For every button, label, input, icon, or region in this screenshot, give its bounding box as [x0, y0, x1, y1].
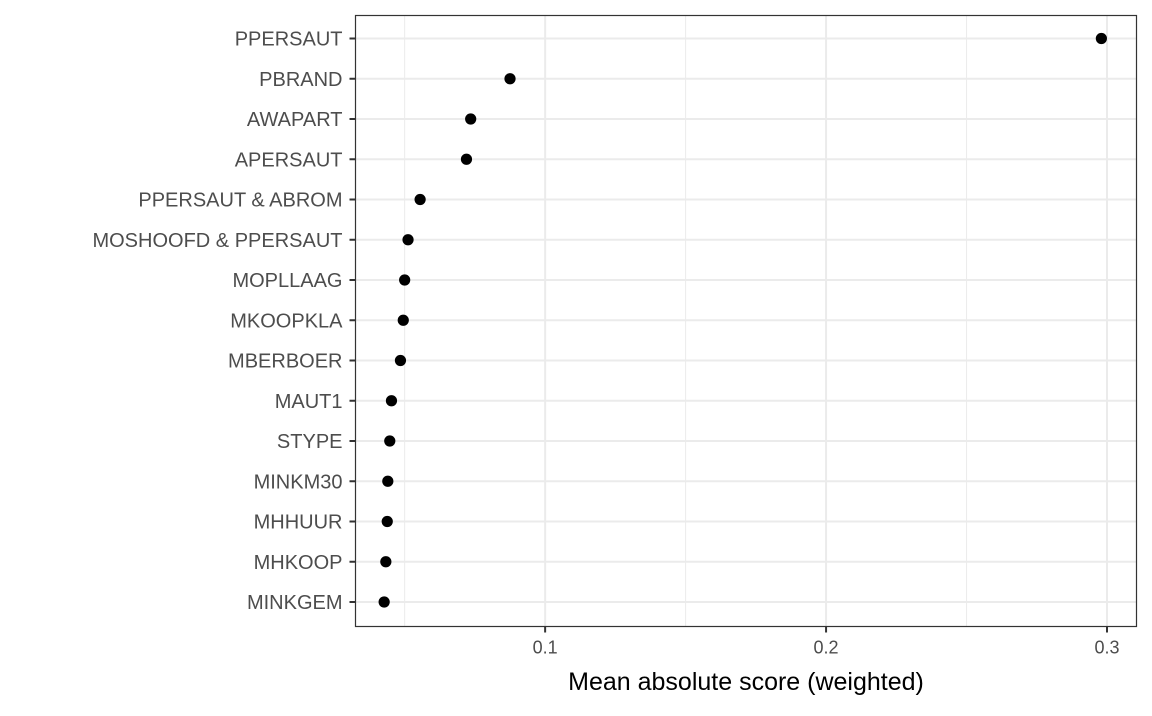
- x-axis-title: Mean absolute score (weighted): [568, 668, 924, 696]
- data-point: [382, 475, 394, 487]
- y-tick-label: APERSAUT: [235, 149, 343, 171]
- y-tick-label: AWAPART: [247, 109, 343, 131]
- y-tick-label: PPERSAUT: [235, 29, 343, 51]
- y-tick-label: MAUT1: [275, 391, 343, 413]
- data-point: [397, 314, 409, 326]
- y-tick-label: PBRAND: [259, 69, 342, 91]
- data-point: [385, 395, 398, 407]
- data-point: [399, 274, 411, 286]
- data-point: [414, 193, 426, 206]
- x-tick-label: 0.1: [533, 638, 558, 658]
- data-point: [504, 73, 516, 85]
- y-axis: PPERSAUT PBRAND AWAPART APERSAUT PPERSAUT & …: [92, 29, 356, 614]
- data-point: [394, 354, 407, 367]
- data-point: [460, 153, 473, 165]
- y-tick-label: MOSHOOFD & PPERSAUT: [92, 230, 342, 252]
- y-tick-label: MKOOPKLA: [230, 310, 343, 332]
- data-point: [381, 515, 393, 528]
- data-point: [378, 596, 390, 608]
- y-tick-label: MHHUUR: [254, 512, 343, 534]
- x-axis: 0.1 0.2 0.3: [533, 626, 1120, 658]
- data-point: [402, 234, 414, 246]
- data-point: [384, 435, 396, 447]
- data-point: [1095, 32, 1107, 45]
- data-point: [465, 113, 477, 125]
- data-points: [378, 32, 1107, 608]
- y-tick-label: STYPE: [277, 431, 343, 453]
- y-tick-label: MINKGEM: [247, 592, 343, 614]
- y-tick-label: MINKM30: [254, 471, 343, 493]
- y-tick-label: PPERSAUT & ABROM: [138, 190, 342, 212]
- x-tick-label: 0.3: [1094, 638, 1119, 658]
- y-tick-label: MBERBOER: [228, 351, 342, 373]
- y-tick-label: MOPLLAAG: [232, 270, 342, 292]
- y-tick-label: MHKOOP: [254, 552, 343, 574]
- grid-lines: [355, 15, 1137, 627]
- x-tick-label: 0.2: [814, 638, 839, 658]
- data-point: [380, 556, 392, 568]
